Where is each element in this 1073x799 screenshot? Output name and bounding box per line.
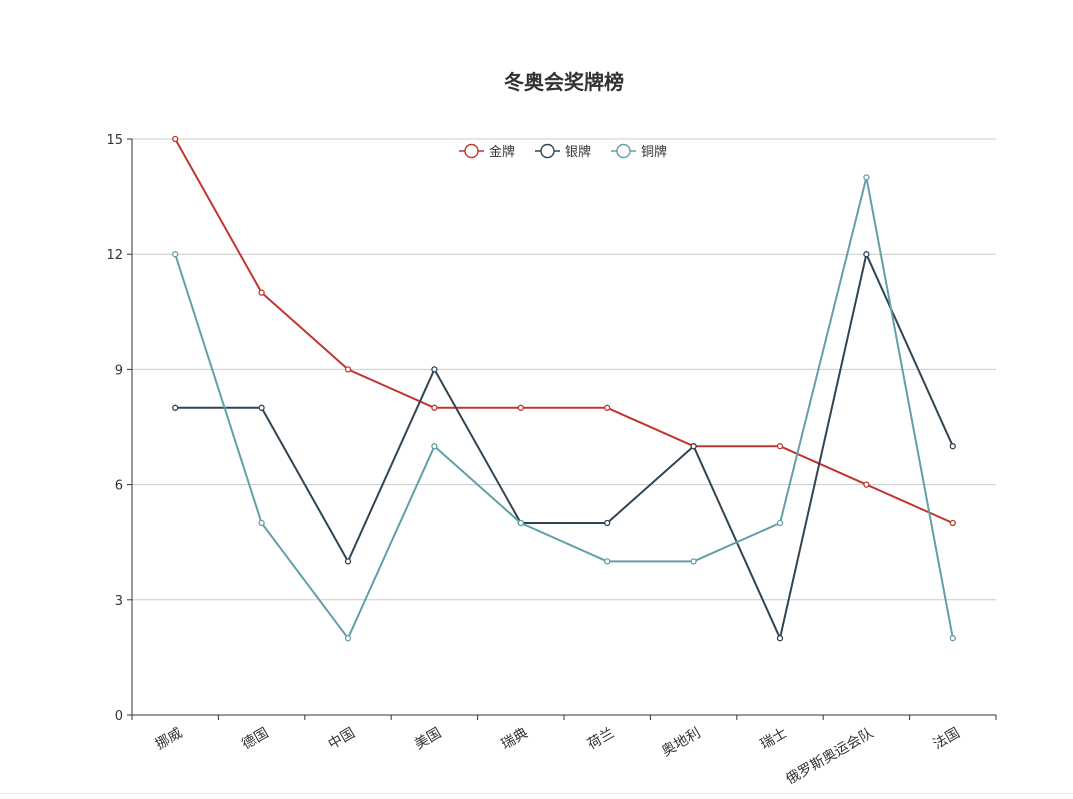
x-tick-label: 中国	[326, 725, 358, 753]
legend-label: 铜牌	[641, 144, 667, 160]
data-point	[517, 404, 524, 411]
legend-item: 金牌	[459, 143, 515, 160]
series-line	[174, 138, 954, 524]
chart-title: 冬奥会奖牌榜	[504, 70, 624, 94]
data-point	[258, 289, 265, 296]
legend: 金牌 银牌 铜牌	[459, 143, 667, 160]
x-tick-label: 法国	[930, 725, 962, 753]
data-point	[863, 251, 870, 258]
series-line	[175, 253, 954, 640]
data-point	[431, 443, 438, 450]
y-tick-label: 9	[115, 363, 123, 378]
data-point	[172, 404, 179, 411]
data-point	[344, 366, 352, 373]
data-point	[863, 174, 870, 181]
x-tick-label: 瑞典	[498, 725, 530, 753]
data-point	[690, 443, 697, 450]
divider	[0, 793, 1073, 794]
series-line	[174, 176, 954, 640]
series-2	[172, 174, 956, 642]
data-point	[258, 404, 265, 411]
data-point	[517, 519, 524, 527]
x-tick-label: 瑞士	[758, 725, 790, 753]
x-tick-label: 美国	[412, 725, 444, 753]
data-point	[344, 635, 352, 642]
data-point	[344, 558, 352, 565]
data-point	[172, 135, 179, 143]
data-point	[604, 519, 611, 527]
data-point	[604, 404, 611, 411]
legend-item: 铜牌	[611, 143, 667, 160]
data-point	[690, 558, 697, 565]
legend-label: 银牌	[565, 144, 591, 160]
data-point	[258, 519, 265, 527]
legend-marker-icon	[540, 143, 555, 159]
legend-label: 金牌	[489, 144, 515, 160]
x-tick-label: 德国	[239, 725, 271, 753]
y-tick-label: 3	[115, 594, 123, 609]
data-point	[776, 443, 784, 450]
data-point	[776, 519, 784, 527]
data-point	[949, 443, 956, 450]
data-point	[776, 635, 784, 642]
series-0	[172, 135, 956, 527]
y-tick-label: 6	[115, 479, 123, 494]
y-tick-label: 12	[106, 248, 123, 263]
data-point	[431, 366, 438, 373]
x-tick-label: 奥地利	[659, 724, 704, 760]
x-tick-label: 挪威	[153, 725, 185, 753]
data-point	[863, 481, 870, 488]
x-tick-label: 俄罗斯奥运会队	[783, 724, 876, 788]
data-point	[949, 635, 956, 642]
legend-item: 银牌	[535, 143, 591, 160]
data-point	[431, 404, 438, 411]
legend-marker-icon	[616, 143, 631, 159]
y-tick-label: 15	[106, 133, 123, 148]
data-point	[604, 558, 611, 565]
x-tick-label: 荷兰	[585, 725, 617, 753]
data-point	[172, 251, 179, 258]
series-1	[172, 251, 956, 642]
legend-marker-icon	[464, 143, 479, 159]
data-point	[949, 519, 956, 527]
y-tick-label: 0	[115, 709, 123, 724]
